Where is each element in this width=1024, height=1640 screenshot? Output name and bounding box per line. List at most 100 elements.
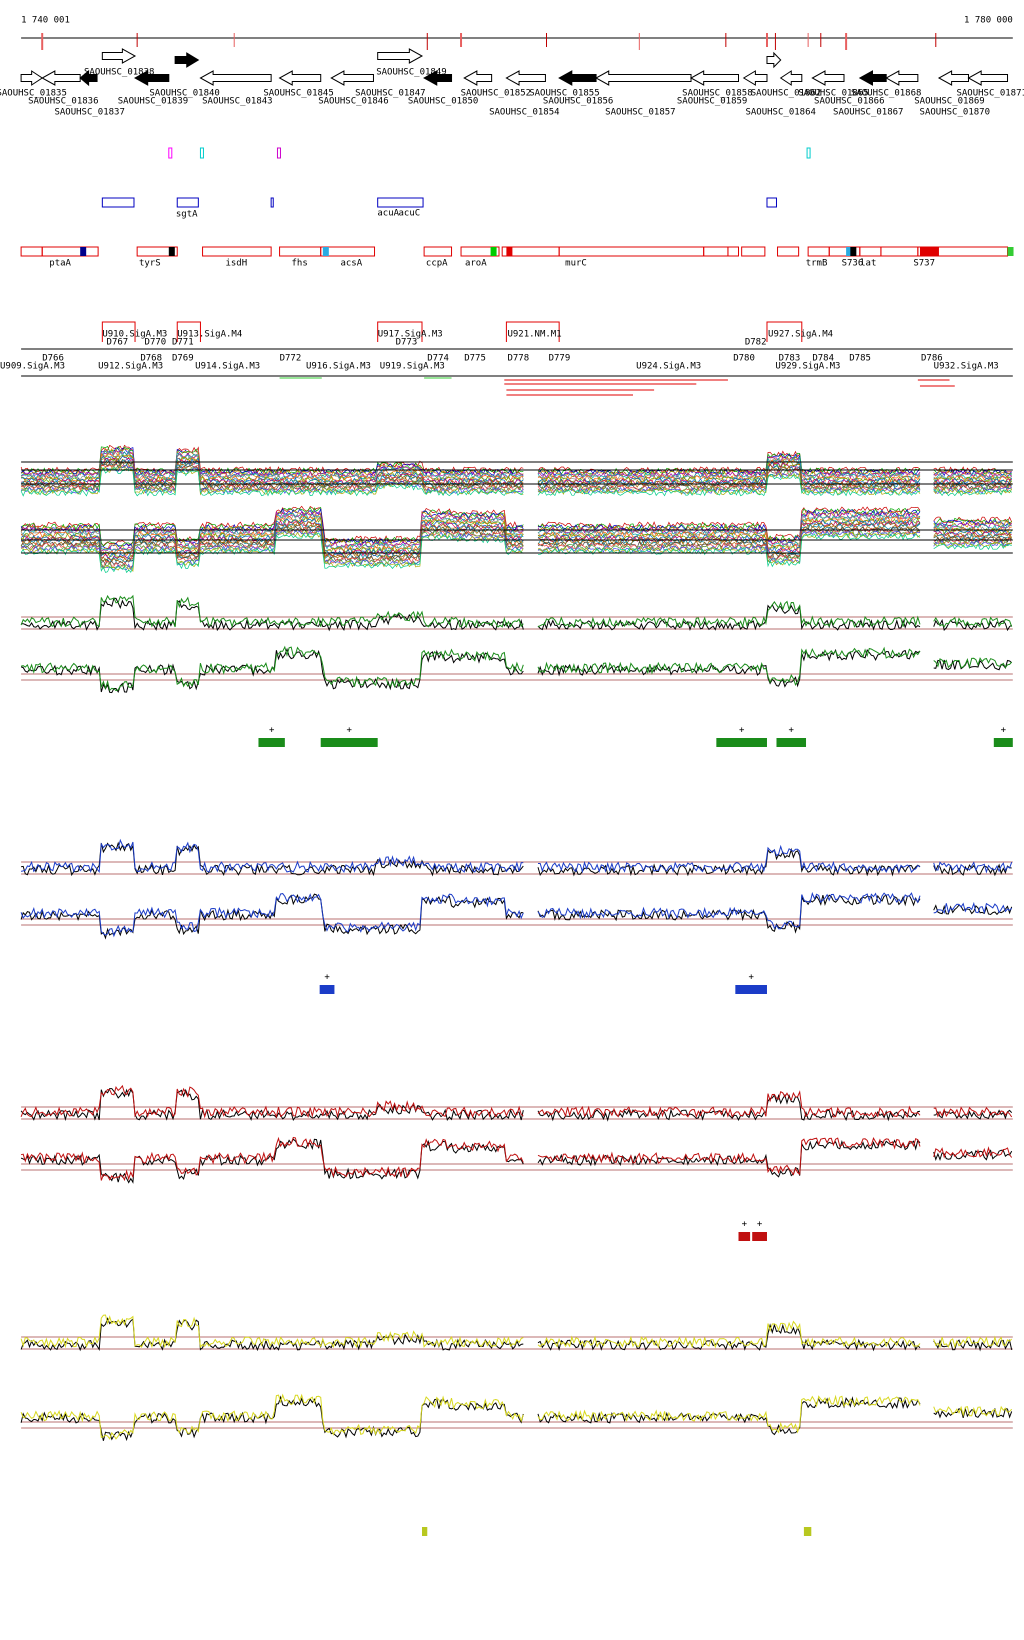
signal-trace [20,510,524,551]
gene-label: SAOUHSC_01846 [318,97,388,107]
call-plus: + [1001,726,1007,736]
signal-trace [537,600,921,629]
signal-trace [20,893,524,938]
signal-trace [537,474,921,497]
signal-trace [20,1084,524,1119]
signal-trace [20,1136,524,1182]
gene-label: SAOUHSC_01854 [489,108,559,118]
segment-label: U932.SigA.M3 [934,362,999,372]
gene-arrow [766,51,782,69]
signal-trace [537,1136,921,1176]
motif-mark [806,147,811,159]
gene-name: acuA [377,209,399,219]
d-label: D770 [145,338,167,348]
motif-mark [168,147,173,159]
segment-bracket [176,321,201,342]
annotation-box [703,246,729,257]
gene-label: SAOUHSC_01858 [682,89,752,99]
gene-label: SAOUHSC_01843 [202,97,272,107]
signal-trace [537,452,921,477]
d-label: D767 [107,338,129,348]
segment-label: U910.SigA.M3 [102,330,167,340]
gene-arrow [377,48,424,64]
d-label: D769 [172,354,194,364]
call-bar [258,738,285,747]
gene-label: SAOUHSC_01859 [677,97,747,107]
signal-trace [21,841,524,877]
signal-trace [933,1339,1013,1352]
signal-trace [20,444,524,474]
gene-label: SAOUHSC_01869 [914,97,984,107]
signal-trace [537,456,921,479]
signal-trace [933,1109,1013,1120]
signal-trace [933,523,1012,531]
annotation-label: acsA [340,259,362,269]
signal-trace [538,844,921,874]
annotation-box [202,246,272,257]
d-label: D766 [42,354,64,364]
signal-trace [933,536,1012,544]
signal-trace [537,646,921,686]
d-label: D772 [280,354,302,364]
gene-name: acuC [398,209,420,219]
signal-trace [933,1149,1013,1162]
gene-arrow [20,70,44,86]
annotation-box [460,246,500,257]
segment-label: U909.SigA.M3 [0,362,65,372]
annotation-box [20,246,43,257]
signal-trace [20,838,524,874]
annotation-box [741,246,766,257]
d-label: D786 [921,354,943,364]
annotation-label: S736 [842,259,864,269]
signal-trace [21,597,524,632]
signal-trace [537,1090,921,1119]
d-label: D785 [849,354,871,364]
annotation-label: lat [860,259,876,269]
segment-label: U919.SigA.M3 [380,362,445,372]
signal-trace [20,452,524,481]
annotation-box [41,246,99,257]
signal-trace [933,659,1013,671]
signal-trace [537,471,921,495]
gene-arrow [779,70,803,86]
segment-bracket [101,321,136,342]
d-label: D784 [812,354,834,364]
signal-trace [20,460,524,490]
gene-label: SAOUHSC_01856 [543,97,613,107]
signal-trace [20,532,524,574]
gene-arrow [134,70,170,86]
gene-name: sgtA [176,210,198,220]
gene-arrow [595,70,692,86]
feature-box [377,197,424,208]
signal-trace [20,523,524,565]
gene-label: SAOUHSC_01857 [605,108,675,118]
segment-label: U917.SigA.M3 [378,330,443,340]
signal-trace [537,847,921,877]
feature-box [101,197,135,208]
annotation-mark [850,247,857,256]
call-bar [752,1232,767,1241]
feature-box [270,197,274,208]
signal-trace [21,461,524,491]
annotation-label: isdH [225,259,247,269]
signal-trace [537,520,921,554]
annotation-label: tyrS [139,259,161,269]
call-plus: + [757,1220,763,1230]
signal-trace [20,458,524,489]
annotation-label: S737 [913,259,935,269]
gene-label: SAOUHSC_01836 [28,97,98,107]
gene-arrow [199,70,272,86]
segment-label: U913.SigA.M4 [177,330,242,340]
signal-trace [933,1406,1013,1419]
annotation-mark [322,247,329,256]
annotation-label: ptaA [49,259,71,269]
call-plus: + [742,1220,748,1230]
gene-label: SAOUHSC_01866 [814,97,884,107]
gene-label: SAOUHSC_01835 [0,89,67,99]
d-label: D768 [140,354,162,364]
call-bar [803,1527,812,1536]
signal-trace [20,519,524,561]
signal-trace [537,528,921,563]
annotation-label: fhs [291,259,307,269]
gene-arrow [330,70,374,86]
